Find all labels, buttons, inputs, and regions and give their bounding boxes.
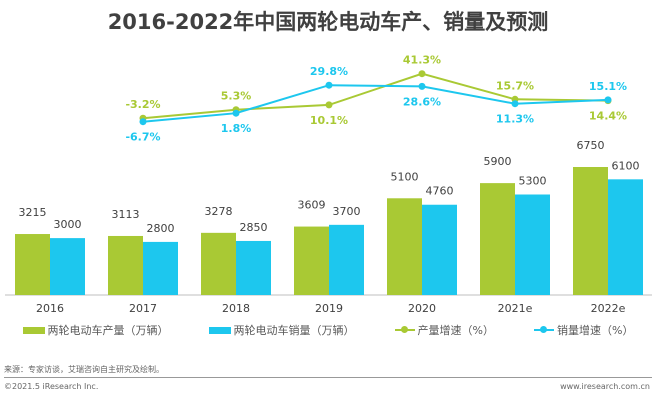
x-tick-label: 2017 (129, 302, 157, 315)
growth-point (325, 81, 333, 89)
growth-label: 5.3% (221, 90, 252, 103)
chart-title: 2016-2022年中国两轮电动车产、销量及预测 (107, 10, 549, 34)
growth-label: -6.7% (125, 131, 160, 144)
growth-point (418, 70, 426, 78)
line-production-growth (142, 72, 609, 120)
bar-sales (515, 194, 550, 295)
data-label-production: 3609 (298, 199, 326, 212)
growth-label: 14.4% (589, 110, 627, 123)
data-label-production: 5100 (391, 170, 419, 183)
growth-point (232, 109, 240, 117)
bar-sales (236, 240, 271, 295)
data-label-production: 5900 (484, 155, 512, 168)
growth-label: 10.1% (310, 114, 348, 127)
data-label-production: 3215 (19, 206, 47, 219)
growth-label: 11.3% (496, 113, 534, 126)
legend-item-production-growth: 产量增速（%） (394, 322, 494, 338)
data-label-production: 3113 (112, 208, 140, 221)
growth-label: 41.3% (403, 54, 441, 67)
growth-point (139, 118, 147, 126)
divider (4, 377, 652, 378)
growth-label: 15.7% (496, 79, 534, 92)
x-tick-label: 2018 (222, 302, 250, 315)
growth-label: -3.2% (125, 98, 160, 111)
data-label-sales: 6100 (612, 159, 640, 172)
bar-sales (422, 204, 457, 295)
growth-label: 1.8% (221, 122, 252, 135)
legend-label: 两轮电动车产量（万辆） (47, 324, 169, 337)
x-tick-label: 2021e (498, 302, 533, 315)
legend-label: 两轮电动车销量（万辆） (233, 324, 355, 337)
legend-item-production: 两轮电动车产量（万辆） (22, 322, 169, 338)
bar-production (15, 234, 50, 295)
source-note: 来源：专家访谈，艾瑞咨询自主研究及绘制。 (4, 365, 164, 374)
bar-sales (50, 238, 85, 295)
x-tick-label: 2020 (408, 302, 436, 315)
growth-label: 15.1% (589, 80, 627, 93)
bar-production (201, 232, 236, 295)
growth-point (604, 96, 612, 104)
data-label-sales: 5300 (519, 174, 547, 187)
growth-point (511, 100, 519, 108)
data-label-sales: 3700 (333, 205, 361, 218)
bar-sales (143, 241, 178, 295)
data-label-sales: 4760 (426, 185, 454, 198)
data-label-production: 6750 (577, 139, 605, 152)
bar-sales (608, 179, 643, 295)
legend-swatch (208, 326, 231, 334)
bar-production (294, 226, 329, 295)
data-label-sales: 2800 (147, 222, 175, 235)
x-tick-label: 2016 (36, 302, 64, 315)
legend-item-sales: 两轮电动车销量（万辆） (208, 322, 355, 338)
x-tick-label: 2022e (591, 302, 626, 315)
copyright: ©2021.5 iResearch Inc. (4, 382, 99, 391)
growth-point (418, 82, 426, 90)
legend-item-sales-growth: 销量增速（%） (534, 322, 633, 338)
legend-line (394, 326, 415, 333)
growth-label: 28.6% (403, 95, 441, 108)
growth-label: 29.8% (310, 65, 348, 78)
bar-production (387, 198, 422, 295)
data-label-sales: 2850 (240, 221, 268, 234)
legend-line (534, 326, 554, 333)
legend: 两轮电动车产量（万辆） 两轮电动车销量（万辆） 产量增速（%） 销量增速（%） (0, 322, 656, 338)
legend-swatch (22, 326, 45, 334)
bar-production (573, 167, 608, 295)
bar-sales (329, 224, 364, 295)
legend-label: 产量增速（%） (417, 324, 494, 337)
data-label-sales: 3000 (54, 218, 82, 231)
growth-point (325, 101, 333, 109)
website-link[interactable]: www.iresearch.com.cn (560, 382, 650, 391)
bar-production (108, 235, 143, 295)
bar-production (480, 183, 515, 295)
legend-label: 销量增速（%） (557, 324, 634, 337)
line-sales-growth (142, 84, 609, 123)
x-tick-label: 2019 (315, 302, 343, 315)
data-label-production: 3278 (205, 205, 233, 218)
